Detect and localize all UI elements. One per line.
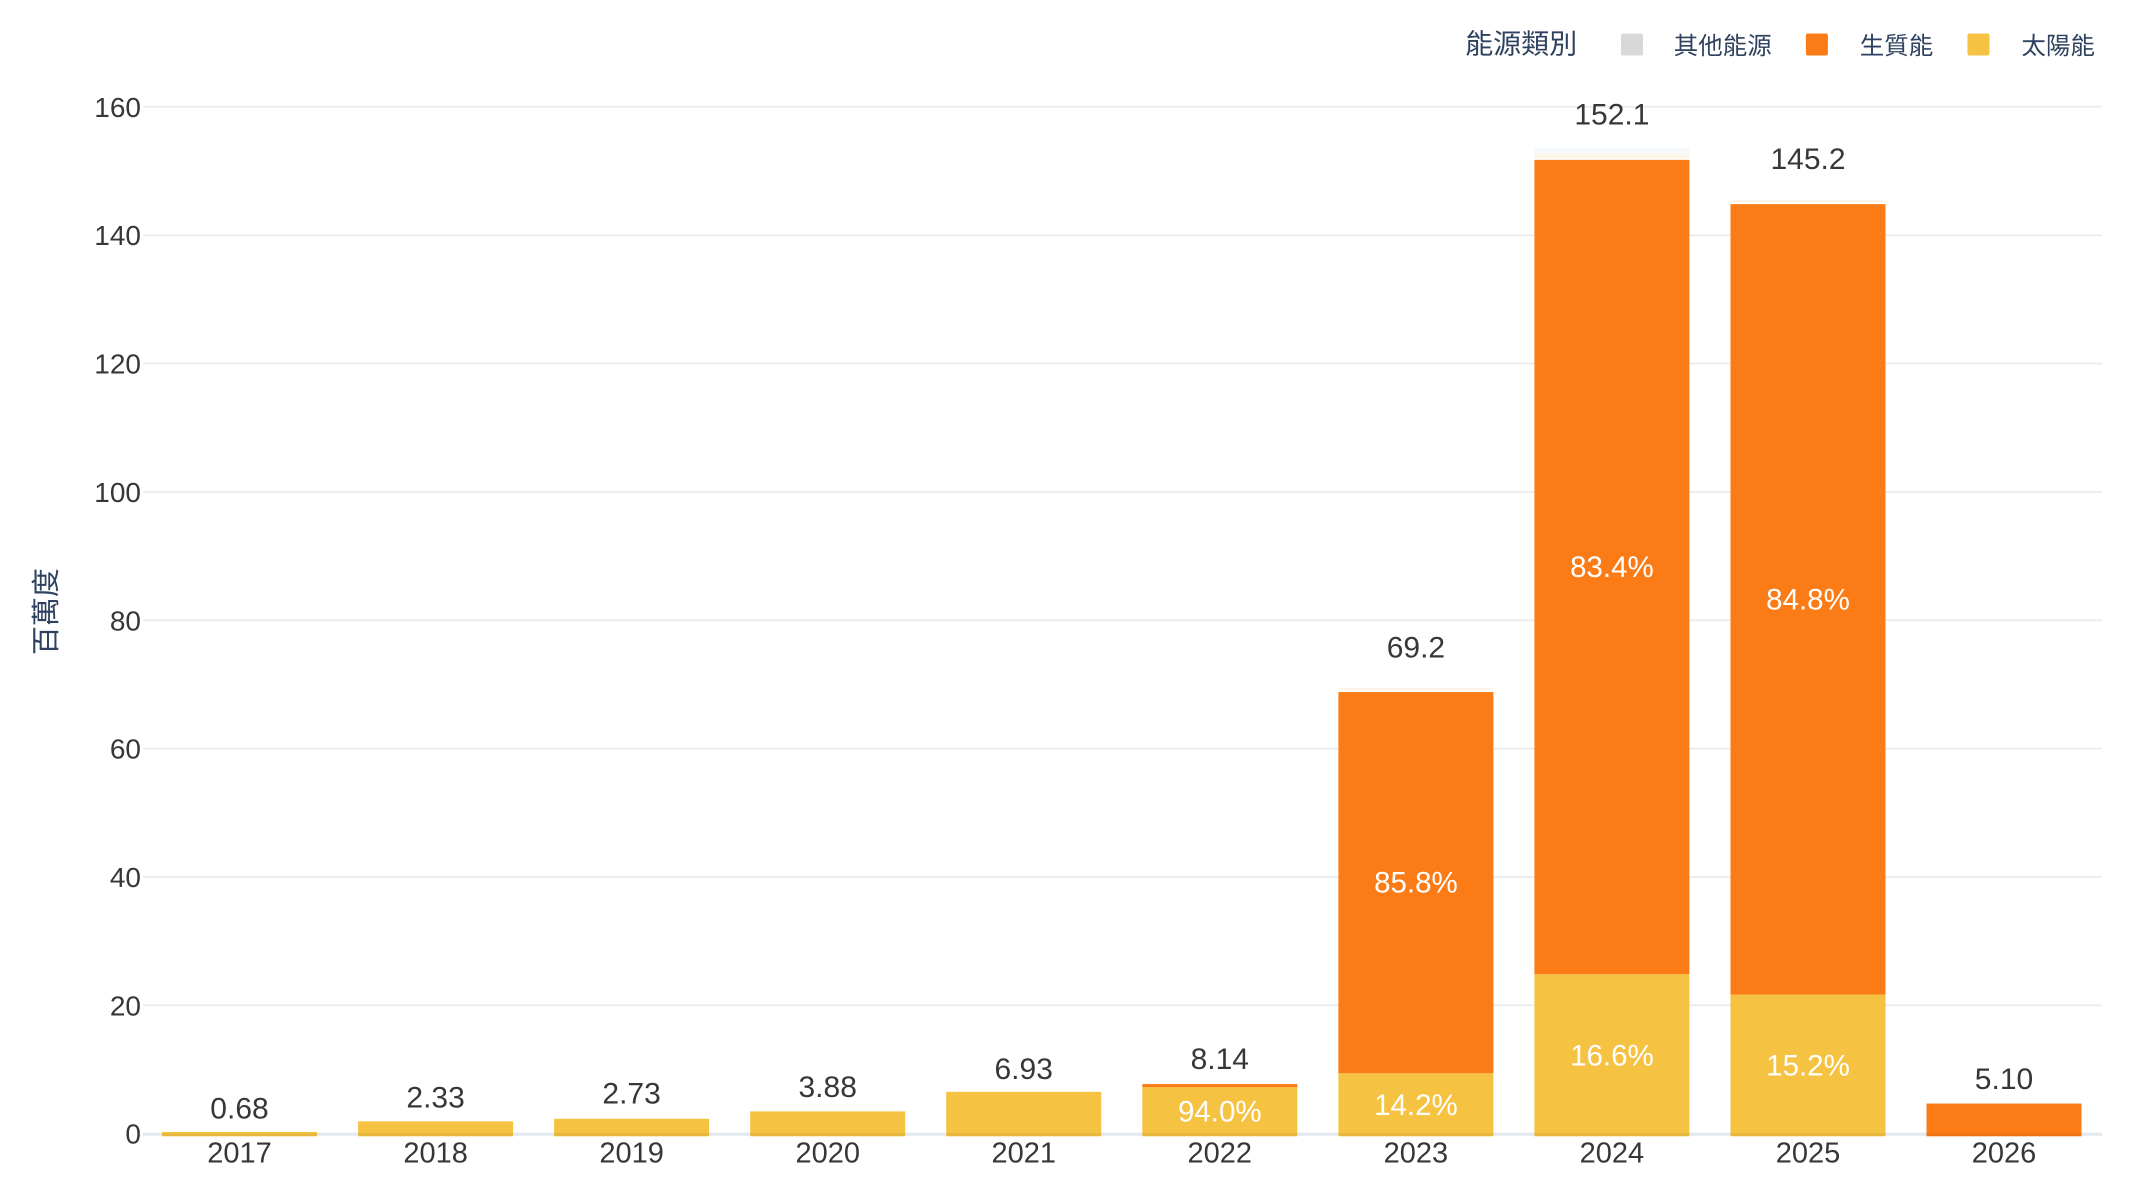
svg-text:69.2: 69.2: [1387, 632, 1445, 665]
svg-text:2.73: 2.73: [602, 1077, 660, 1110]
svg-text:2026: 2026: [1972, 1138, 2037, 1170]
svg-text:2023: 2023: [1384, 1138, 1449, 1170]
svg-text:120: 120: [94, 349, 141, 380]
svg-text:2021: 2021: [991, 1138, 1056, 1170]
svg-text:2024: 2024: [1580, 1138, 1645, 1170]
svg-text:2020: 2020: [795, 1138, 860, 1170]
svg-text:145.2: 145.2: [1770, 143, 1845, 176]
svg-text:2022: 2022: [1188, 1138, 1253, 1170]
svg-text:6.93: 6.93: [995, 1053, 1053, 1086]
svg-text:160: 160: [94, 92, 141, 123]
svg-text:16.6%: 16.6%: [1570, 1039, 1654, 1072]
svg-text:5.10: 5.10: [1975, 1063, 2033, 1096]
svg-text:40: 40: [110, 862, 141, 893]
svg-text:100: 100: [94, 477, 141, 508]
svg-text:14.2%: 14.2%: [1374, 1089, 1458, 1122]
svg-text:84.8%: 84.8%: [1766, 583, 1850, 616]
svg-text:83.4%: 83.4%: [1570, 551, 1654, 584]
svg-text:2018: 2018: [403, 1138, 468, 1170]
svg-text:0.68: 0.68: [210, 1093, 268, 1126]
svg-text:152.1: 152.1: [1574, 98, 1649, 131]
svg-text:2017: 2017: [207, 1138, 272, 1170]
svg-text:140: 140: [94, 220, 141, 251]
svg-text:8.14: 8.14: [1191, 1043, 1249, 1076]
svg-text:2019: 2019: [599, 1138, 664, 1170]
svg-text:3.88: 3.88: [799, 1071, 857, 1104]
svg-text:2025: 2025: [1776, 1138, 1841, 1170]
svg-text:80: 80: [110, 605, 141, 636]
svg-text:60: 60: [110, 734, 141, 765]
svg-text:2.33: 2.33: [406, 1081, 464, 1114]
svg-text:15.2%: 15.2%: [1766, 1050, 1850, 1083]
svg-text:20: 20: [110, 990, 141, 1021]
svg-text:0: 0: [125, 1119, 141, 1150]
svg-text:94.0%: 94.0%: [1178, 1096, 1262, 1129]
svg-text:85.8%: 85.8%: [1374, 867, 1458, 900]
